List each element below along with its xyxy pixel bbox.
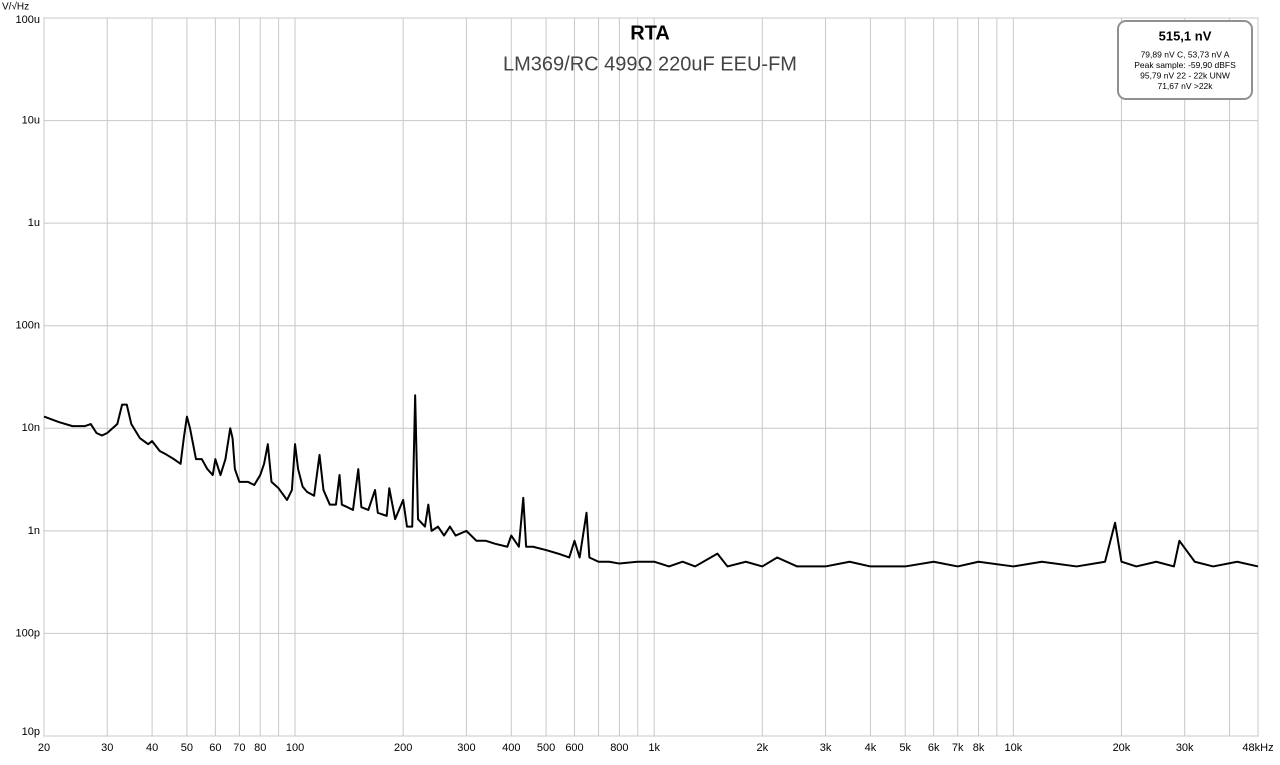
readout-line: 79,89 nV C, 53,73 nV A bbox=[1141, 49, 1230, 59]
x-tick-label: 3k bbox=[820, 742, 832, 754]
x-tick-label: 8k bbox=[973, 742, 985, 754]
chart-subtitle: LM369/RC 499Ω 220uF EEU-FM bbox=[503, 53, 797, 75]
x-tick-label: 40 bbox=[146, 742, 158, 754]
x-tick-label: 20k bbox=[1113, 742, 1131, 754]
x-tick-label: 10k bbox=[1004, 742, 1022, 754]
x-tick-label: 1k bbox=[648, 742, 660, 754]
y-tick-label: 10n bbox=[22, 422, 40, 434]
x-tick-label: 7k bbox=[952, 742, 964, 754]
readout-line: 71,67 nV >22k bbox=[1157, 81, 1213, 91]
x-tick-label: 60 bbox=[209, 742, 221, 754]
x-tick-label: 300 bbox=[457, 742, 475, 754]
y-tick-label: 10p bbox=[22, 726, 40, 738]
y-tick-label: 1n bbox=[28, 525, 40, 537]
x-tick-label: 800 bbox=[610, 742, 628, 754]
x-tick-label: 600 bbox=[565, 742, 583, 754]
readout-line: Peak sample: -59,90 dBFS bbox=[1134, 60, 1236, 70]
x-tick-label: 30 bbox=[101, 742, 113, 754]
x-tick-label: 200 bbox=[394, 742, 412, 754]
line-series bbox=[43, 394, 1259, 568]
x-tick-label: 20 bbox=[38, 742, 50, 754]
x-tick-label: 30k bbox=[1176, 742, 1194, 754]
x-tick-label: 48kHz bbox=[1242, 742, 1273, 754]
y-axis-label: V/√Hz bbox=[2, 1, 29, 13]
x-tick-label: 50 bbox=[181, 742, 193, 754]
x-tick-label: 70 bbox=[233, 742, 245, 754]
y-tick-label: 100u bbox=[16, 14, 40, 26]
x-tick-label: 2k bbox=[756, 742, 768, 754]
x-tick-label: 6k bbox=[928, 742, 940, 754]
x-tick-label: 80 bbox=[254, 742, 266, 754]
x-tick-label: 500 bbox=[537, 742, 555, 754]
y-tick-label: 10u bbox=[22, 114, 40, 126]
chart-title: RTA bbox=[630, 22, 670, 44]
y-tick-label: 100n bbox=[16, 320, 40, 332]
x-tick-label: 4k bbox=[865, 742, 877, 754]
x-tick-label: 100 bbox=[286, 742, 304, 754]
x-tick-label: 400 bbox=[502, 742, 520, 754]
y-tick-label: 1u bbox=[28, 217, 40, 229]
readout-line: 95,79 nV 22 - 22k UNW bbox=[1140, 70, 1230, 80]
x-tick-label: 5k bbox=[899, 742, 911, 754]
readout-box bbox=[1117, 20, 1253, 100]
y-tick-label: 100p bbox=[16, 627, 40, 639]
plot-frame bbox=[43, 17, 1259, 737]
readout-main: 515,1 nV bbox=[1159, 28, 1212, 43]
